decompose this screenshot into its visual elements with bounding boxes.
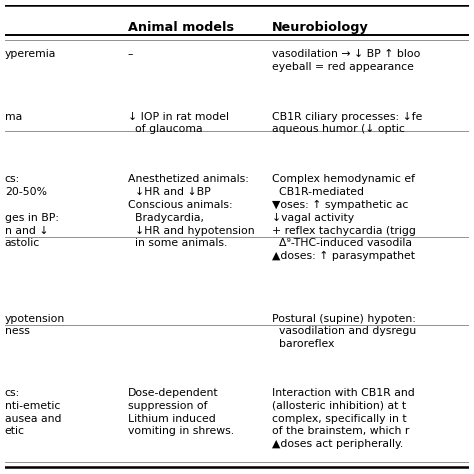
Text: cs:
nti-emetic
ausea and
etic: cs: nti-emetic ausea and etic [5,388,61,437]
Text: ypotension
ness: ypotension ness [5,314,65,337]
Text: Postural (supine) hypoten:
  vasodilation and dysregu
  baroreflex: Postural (supine) hypoten: vasodilation … [272,314,416,349]
Text: ges in BP:
n and ↓
astolic: ges in BP: n and ↓ astolic [5,174,59,248]
Text: CB1R ciliary processes: ↓fe
aqueous humor (↓ optic: CB1R ciliary processes: ↓fe aqueous humo… [272,111,422,135]
Text: Dose-dependent
suppression of
Lithium induced
vomiting in shrews.: Dose-dependent suppression of Lithium in… [128,388,234,437]
Text: ↓ IOP in rat model
  of glaucoma: ↓ IOP in rat model of glaucoma [128,111,229,135]
Text: ma: ma [5,111,22,121]
Text: Animal models: Animal models [128,21,234,34]
Text: Anesthetized animals:
  ↓HR and ↓BP
Conscious animals:
  Bradycardia,
  ↓HR and : Anesthetized animals: ↓HR and ↓BP Consci… [128,174,255,248]
Text: Complex hemodynamic ef
  CB1R-mediated
▼oses: ↑ sympathetic ac
↓vagal activity
+: Complex hemodynamic ef CB1R-mediated ▼os… [272,174,416,261]
Text: cs:
20-50%: cs: 20-50% [5,174,47,197]
Text: yperemia: yperemia [5,49,56,59]
Text: –: – [128,49,133,59]
Text: vasodilation → ↓ BP ↑ bloo
eyeball = red appearance: vasodilation → ↓ BP ↑ bloo eyeball = red… [272,49,420,72]
Text: Interaction with CB1R and
(allosteric inhibition) at t
complex, specifically in : Interaction with CB1R and (allosteric in… [272,388,415,449]
Text: Neurobiology: Neurobiology [272,21,369,34]
